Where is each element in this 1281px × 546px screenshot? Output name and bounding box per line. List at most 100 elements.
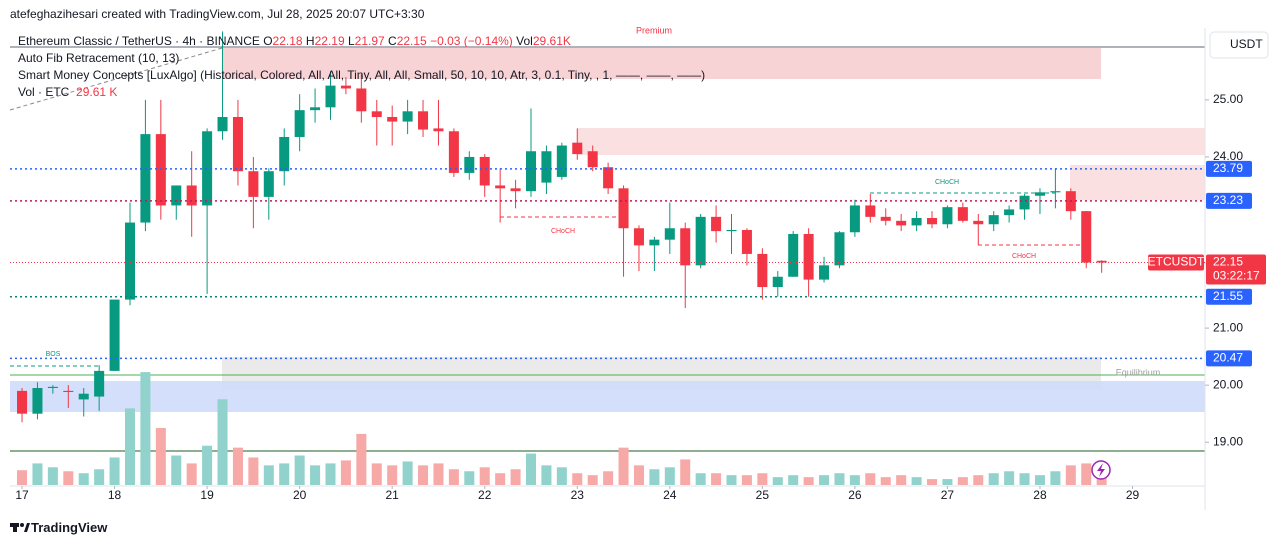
choch-label: CHoCH	[551, 228, 575, 235]
candle-body	[957, 207, 968, 221]
currency-label: USDT	[1230, 37, 1263, 51]
choch-label: CHoCH	[1012, 253, 1036, 260]
x-tick-label: 20	[293, 488, 307, 502]
level-label: 23.79	[1213, 161, 1243, 175]
volume-bar	[957, 477, 968, 485]
candle-body	[294, 110, 305, 137]
candle-body	[464, 156, 475, 173]
volume-bar	[310, 465, 321, 485]
level-box	[1206, 288, 1252, 305]
volume-bar	[32, 463, 43, 485]
legend-smc: Smart Money Concepts [LuxAlgo] (Historic…	[18, 68, 706, 82]
candle-body	[47, 386, 58, 389]
candle-body	[726, 229, 737, 232]
volume-bar	[896, 475, 907, 485]
candle-body	[525, 151, 537, 192]
x-tick-label: 18	[108, 488, 122, 502]
candle-body	[340, 85, 351, 89]
candle-body	[819, 265, 830, 280]
alert-icon-bolt	[1097, 463, 1105, 477]
symbol-label: ETCUSDT	[1148, 255, 1205, 269]
candle-body	[1004, 209, 1015, 216]
volume-bar	[217, 399, 228, 485]
volume-bar	[680, 459, 691, 485]
legend-main: Ethereum Classic / TetherUS · 4h · BINAN…	[18, 34, 571, 48]
candle-body	[772, 276, 783, 288]
supply-zone	[577, 128, 1205, 155]
candle-body	[680, 228, 691, 266]
candle-body	[633, 228, 644, 246]
volume-bar	[202, 445, 213, 485]
candle-body	[803, 233, 814, 280]
candle-body	[124, 222, 136, 300]
x-tick-label: 23	[571, 488, 585, 502]
volume-bar	[572, 473, 583, 485]
volume-bar	[387, 465, 398, 485]
volume-bar	[263, 465, 274, 485]
volume-bar	[988, 473, 999, 485]
price-label: 22.15	[1213, 255, 1243, 269]
x-tick-label: 17	[15, 488, 29, 502]
y-tick-label: 21.00	[1213, 320, 1243, 334]
discount-zone	[10, 381, 1205, 412]
volume-bar	[525, 453, 537, 485]
price-box	[1206, 254, 1266, 285]
candle-body	[495, 185, 506, 189]
currency-button[interactable]	[1209, 31, 1269, 59]
candle-body	[1096, 260, 1107, 263]
candle-body	[248, 171, 259, 197]
x-tick-label: 27	[941, 488, 955, 502]
candle-body	[603, 167, 614, 189]
volume-bar	[726, 475, 737, 485]
symbol-box	[1148, 254, 1204, 271]
candle-body	[942, 207, 953, 225]
legend-v: 22.19	[314, 34, 345, 48]
legend-k: H	[305, 34, 315, 48]
volume-bar	[418, 465, 429, 485]
volume-bar	[356, 433, 367, 485]
volume-bar	[94, 469, 105, 485]
level-box	[1206, 192, 1252, 209]
x-tick-label: 22	[478, 488, 492, 502]
candle-body	[988, 215, 999, 225]
candle-body	[402, 111, 413, 122]
candle-body	[387, 117, 398, 122]
premium-zone	[222, 48, 1101, 79]
volume-bar	[124, 408, 136, 485]
bos-label: BOS	[46, 351, 61, 358]
y-tick-label: 19.00	[1213, 434, 1243, 448]
volume-bar	[556, 467, 567, 485]
x-tick-label: 19	[200, 488, 214, 502]
candle-body	[63, 390, 74, 393]
candle-body	[433, 128, 444, 132]
volume-bar	[155, 427, 166, 485]
candle-body	[448, 131, 459, 173]
fib-trend	[9, 47, 223, 111]
candle-body	[1019, 195, 1030, 210]
y-tick-label: 24.00	[1213, 149, 1243, 163]
volume-bar	[1019, 473, 1030, 485]
candle-body	[32, 388, 43, 414]
x-tick-label: 29	[1126, 488, 1140, 502]
level-label: 21.55	[1213, 289, 1243, 303]
volume-bar	[849, 475, 860, 485]
volume-bar	[448, 469, 459, 485]
volume-bar	[109, 457, 120, 485]
volume-bar	[63, 471, 74, 485]
candle-body	[973, 220, 984, 225]
legend-v: 21.97	[354, 34, 385, 48]
x-tick-label: 21	[386, 488, 400, 502]
volume-bar	[479, 467, 490, 485]
legend-vol-value: 29.61 K	[76, 85, 118, 99]
volume-bar	[741, 475, 752, 485]
candle-body	[479, 156, 490, 186]
candle-body	[171, 185, 182, 206]
candle-body	[418, 111, 429, 130]
plot	[17, 31, 1107, 485]
volume-bar	[834, 473, 845, 485]
volume-bar	[649, 469, 660, 485]
level-box	[1206, 160, 1252, 177]
volume-bar	[433, 463, 444, 485]
equilibrium-label: Equilibrium	[1116, 367, 1161, 377]
volume-bar	[772, 477, 783, 485]
